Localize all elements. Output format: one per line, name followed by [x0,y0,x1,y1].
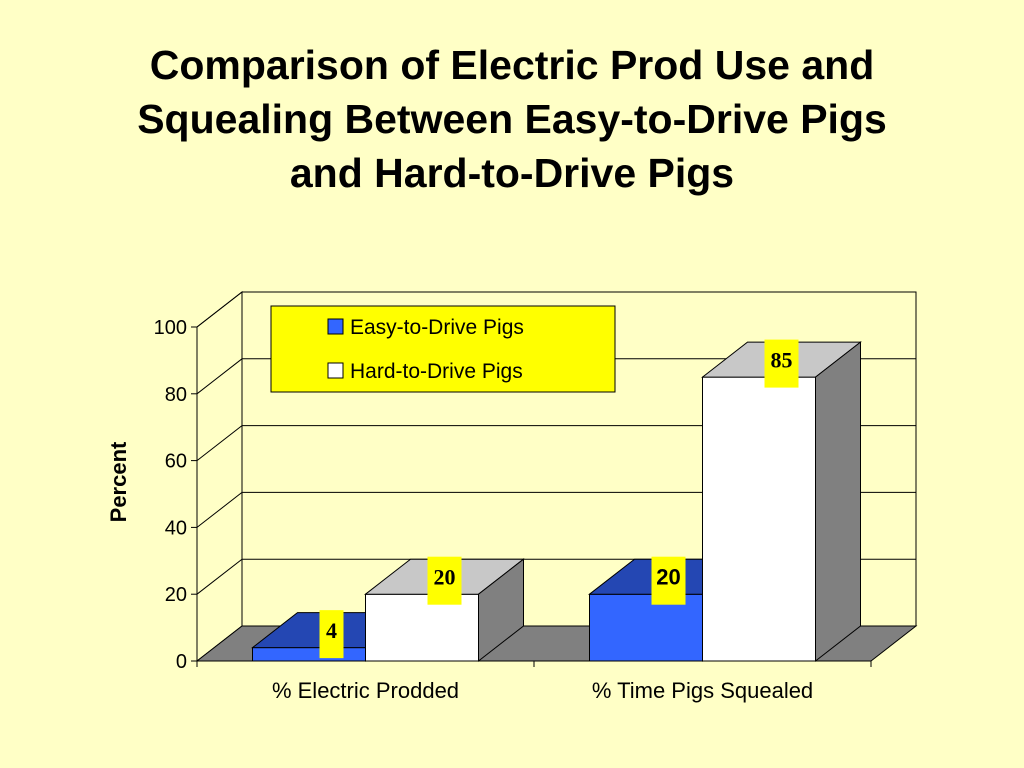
y-tick-label: 0 [176,651,187,673]
y-tick-label: 20 [165,584,187,606]
data-label: 20 [651,556,686,605]
data-label-text: 4 [326,618,337,643]
bar [701,341,862,663]
data-label-box [427,556,462,605]
gridline [196,358,916,395]
y-tick-label: 80 [165,384,187,406]
bar [364,558,525,663]
data-label: 20 [427,556,462,605]
bar-front [252,647,366,662]
slide-title: Comparison of Electric Prod Use and Sque… [40,38,984,200]
legend: Easy-to-Drive Pigs Hard-to-Drive Pigs [270,305,616,393]
title-line: and Hard-to-Drive Pigs [289,150,735,196]
bar-front [589,593,703,662]
legend-swatch [327,318,344,335]
bar-front [702,376,816,662]
bar-front [365,593,479,662]
data-label: 85 [764,339,799,388]
data-label: 4 [319,610,344,659]
data-label-box [764,339,799,388]
title-line: Squealing Between Easy-to-Drive Pigs [137,96,887,142]
data-label-text: 20 [434,565,456,590]
y-tick-label: 40 [165,517,187,539]
title-line: Comparison of Electric Prod Use and [149,42,875,88]
legend-label: Easy-to-Drive Pigs [350,316,524,339]
gridline [196,491,916,528]
data-label-text: 20 [656,565,680,590]
plot-side-wall [196,290,243,663]
y-tick-label: 60 [165,451,187,473]
gridline [196,425,916,461]
data-label-box [651,556,686,605]
x-tick-label: % Electric Prodded [272,678,459,703]
gridline [196,291,916,328]
legend-label: Hard-to-Drive Pigs [350,360,523,383]
x-tick-label: % Time Pigs Squealed [592,678,813,703]
y-axis-title: Percent [106,441,131,522]
data-label-text: 85 [771,348,793,373]
legend-swatch [327,362,344,379]
bar-side [815,341,861,663]
data-label-box [319,610,344,659]
y-tick-label: 100 [154,317,187,339]
bar-side [478,558,524,663]
